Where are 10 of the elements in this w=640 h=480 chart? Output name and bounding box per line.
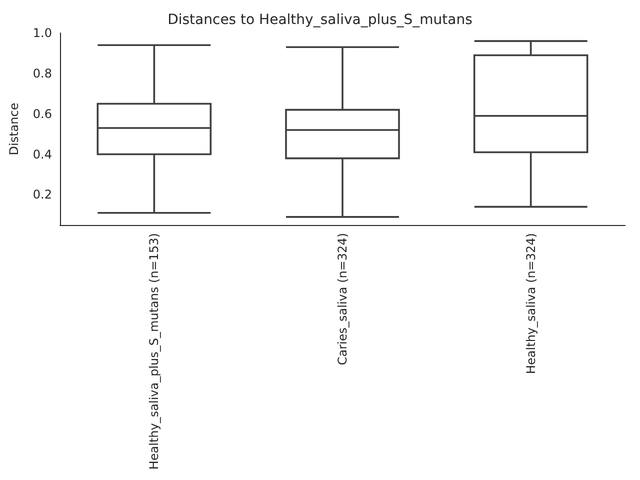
chart-title: Distances to Healthy_saliva_plus_S_mutans xyxy=(168,12,472,28)
y-tick-label: 0.4 xyxy=(32,147,52,162)
x-tick-label: Caries_saliva (n=324) xyxy=(336,233,350,366)
y-tick-label: 0.8 xyxy=(32,66,52,80)
y-tick-label: 0.2 xyxy=(32,188,52,202)
x-tick-label: Healthy_saliva_plus_S_mutans (n=153) xyxy=(147,233,162,470)
y-tick-label: 1.0 xyxy=(32,26,52,40)
y-axis-title: Distance xyxy=(7,102,21,156)
y-tick-label: 0.6 xyxy=(32,106,52,121)
x-tick-label: Healthy_saliva (n=324) xyxy=(524,233,538,374)
